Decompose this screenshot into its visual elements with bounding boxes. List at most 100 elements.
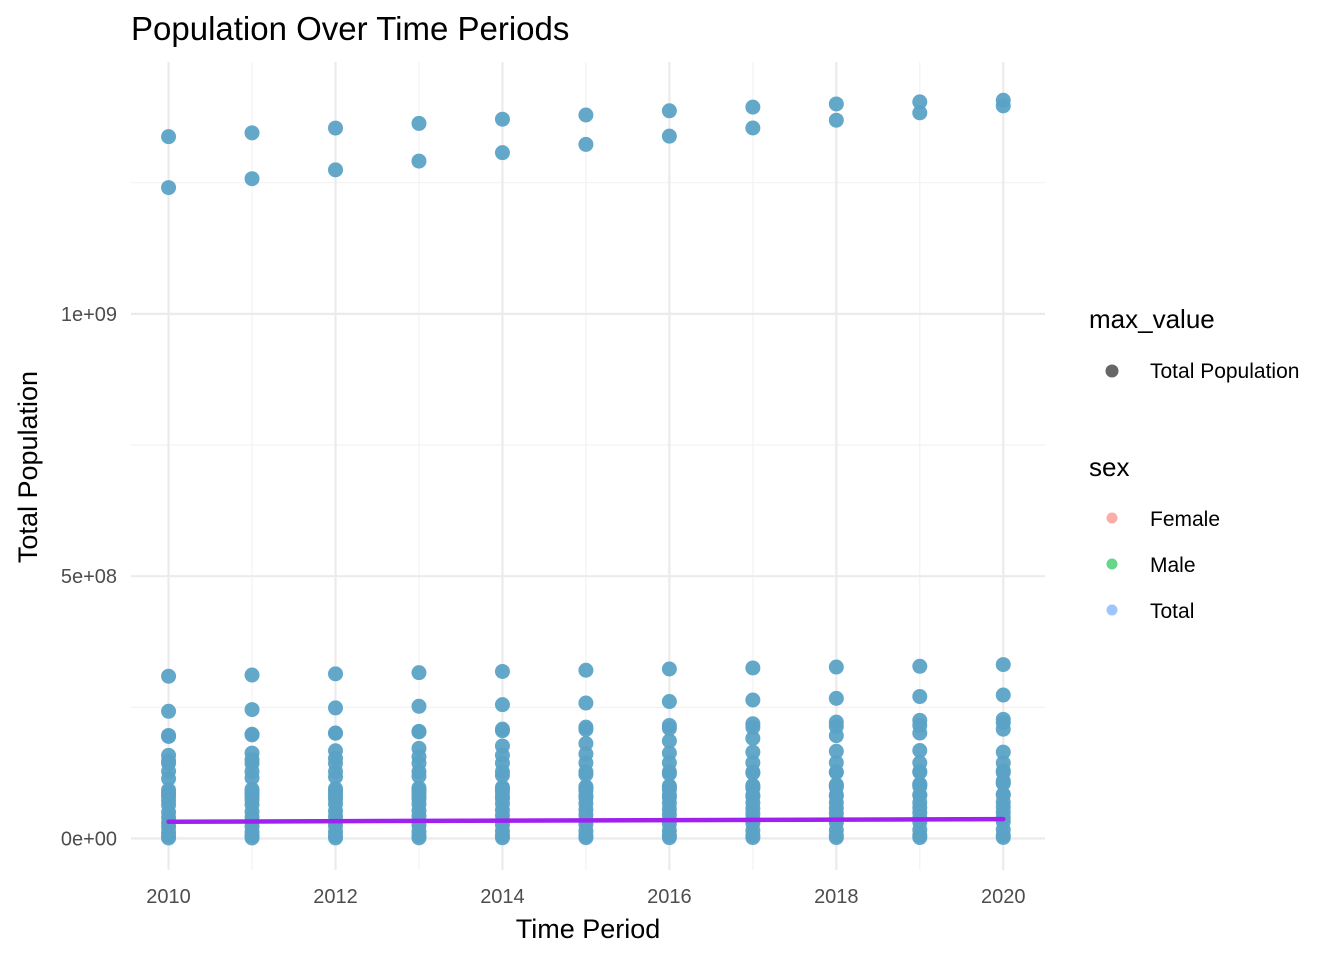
x-tick-label: 2010 xyxy=(146,886,191,908)
data-point xyxy=(578,136,594,152)
data-point xyxy=(411,665,427,681)
data-point xyxy=(912,725,928,741)
trend-layer xyxy=(166,816,1006,824)
data-point xyxy=(161,703,177,719)
data-point xyxy=(745,660,761,676)
data-point xyxy=(328,120,344,136)
data-point xyxy=(828,96,844,112)
data-point xyxy=(328,830,344,846)
data-point xyxy=(161,180,177,196)
data-point xyxy=(161,771,177,787)
legend-title-sex: sex xyxy=(1089,452,1129,482)
data-point xyxy=(912,743,928,759)
data-point xyxy=(912,764,928,780)
data-point xyxy=(995,657,1011,673)
data-point xyxy=(661,717,677,733)
legend-label-total: Total xyxy=(1150,600,1194,623)
data-point xyxy=(494,721,510,737)
data-point xyxy=(828,714,844,730)
data-point xyxy=(745,120,761,136)
data-point xyxy=(494,663,510,679)
data-point xyxy=(244,667,260,683)
data-point xyxy=(411,153,427,169)
y-axis-title: Total Population xyxy=(13,371,43,563)
y-tick-label: 0e+00 xyxy=(61,829,117,851)
data-point xyxy=(161,728,177,744)
data-point xyxy=(161,668,177,684)
data-point xyxy=(578,719,594,735)
x-tick-label: 2020 xyxy=(981,886,1026,908)
data-point xyxy=(661,661,677,677)
data-point xyxy=(912,658,928,674)
data-point xyxy=(828,112,844,128)
data-point xyxy=(745,99,761,115)
data-point xyxy=(661,733,677,749)
data-point xyxy=(494,767,510,783)
x-tick-label: 2016 xyxy=(647,886,692,908)
data-point xyxy=(328,666,344,682)
data-point xyxy=(745,830,761,846)
data-point xyxy=(661,830,677,846)
data-point xyxy=(828,659,844,675)
data-point xyxy=(411,830,427,846)
data-point xyxy=(411,115,427,131)
legend-key-total-population xyxy=(1105,364,1119,378)
data-point xyxy=(828,764,844,780)
data-point xyxy=(912,94,928,110)
data-point xyxy=(578,767,594,783)
data-point xyxy=(995,98,1011,114)
data-point xyxy=(411,723,427,739)
legend-label-total-population: Total Population xyxy=(1150,360,1299,383)
data-point xyxy=(494,830,510,846)
data-point xyxy=(745,692,761,708)
data-point xyxy=(912,830,928,846)
data-point xyxy=(578,662,594,678)
legend-key-male xyxy=(1106,558,1118,570)
data-point xyxy=(661,694,677,710)
data-point xyxy=(912,689,928,705)
data-point xyxy=(494,697,510,713)
data-point xyxy=(745,716,761,732)
legend-label-female: Female xyxy=(1150,508,1220,531)
data-point xyxy=(244,171,260,187)
ticks-layer: 2010 2012 2014 2016 2018 2020 0e+00 5e+08 1e+09 xyxy=(61,304,1026,908)
data-point xyxy=(745,744,761,760)
data-point xyxy=(828,743,844,759)
data-point xyxy=(328,700,344,716)
data-point xyxy=(244,125,260,141)
data-point xyxy=(828,728,844,744)
data-point xyxy=(578,695,594,711)
data-point xyxy=(494,111,510,127)
legend-key-total xyxy=(1106,604,1118,616)
data-point xyxy=(411,768,427,784)
data-point xyxy=(244,727,260,743)
data-point xyxy=(494,145,510,161)
data-point xyxy=(995,721,1011,737)
data-point xyxy=(578,107,594,123)
trend-line xyxy=(166,816,1006,824)
x-tick-label: 2018 xyxy=(814,886,859,908)
legend-key-female xyxy=(1106,512,1118,524)
data-point xyxy=(328,162,344,178)
data-point xyxy=(745,730,761,746)
x-axis-title: Time Period xyxy=(516,914,661,944)
data-point xyxy=(578,830,594,846)
data-point xyxy=(244,770,260,786)
chart-title: Population Over Time Periods xyxy=(131,10,569,47)
data-point xyxy=(828,830,844,846)
data-point xyxy=(995,829,1011,845)
x-tick-label: 2014 xyxy=(480,886,525,908)
data-point xyxy=(995,773,1011,789)
data-point xyxy=(244,702,260,718)
y-tick-label: 5e+08 xyxy=(61,566,117,588)
data-point xyxy=(912,712,928,728)
legend-title-max-value: max_value xyxy=(1089,304,1215,334)
data-point xyxy=(411,698,427,714)
points-layer xyxy=(161,92,1011,846)
legend: max_value Total Population sex Female Ma… xyxy=(1089,304,1299,623)
data-point xyxy=(661,766,677,782)
data-point xyxy=(161,830,177,846)
data-point xyxy=(578,736,594,752)
data-point xyxy=(244,830,260,846)
x-tick-label: 2012 xyxy=(313,886,358,908)
